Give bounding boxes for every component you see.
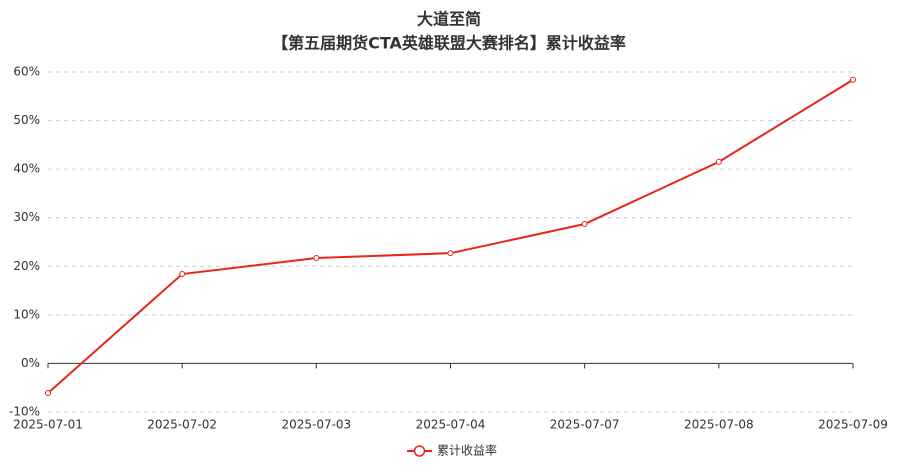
legend-marker xyxy=(413,445,426,457)
x-tick-label: 2025-07-08 xyxy=(684,418,754,432)
y-tick-label: -10% xyxy=(9,405,40,419)
chart-title: 大道至简 xyxy=(417,10,481,29)
y-tick-label: 0% xyxy=(21,356,40,370)
x-tick-label: 2025-07-09 xyxy=(818,418,888,432)
y-tick-label: 50% xyxy=(13,113,40,127)
point xyxy=(447,250,454,257)
y-tick-label: 20% xyxy=(13,259,40,273)
y-tick-label: 30% xyxy=(13,210,40,224)
point xyxy=(45,390,51,397)
x-tick-label: 2025-07-03 xyxy=(281,418,351,432)
x-tick-label: 2025-07-02 xyxy=(147,418,217,432)
line xyxy=(47,78,854,394)
point xyxy=(581,221,588,228)
point xyxy=(313,255,320,262)
y-tick-label: 10% xyxy=(13,307,40,321)
legend-label: 累计收益率 xyxy=(437,443,497,458)
x-tick-label: 2025-07-04 xyxy=(416,418,486,432)
point xyxy=(179,271,186,278)
x-tick-label: 2025-07-07 xyxy=(550,418,620,432)
chart-subtitle: 【第五届期货CTA英雄联盟大赛排名】累计收益率 xyxy=(272,34,626,53)
point xyxy=(715,158,722,165)
y-tick-label: 40% xyxy=(13,162,40,176)
y-tick-label: 60% xyxy=(13,65,40,79)
x-tick-label: 2025-07-01 xyxy=(13,418,83,432)
point xyxy=(850,76,856,83)
